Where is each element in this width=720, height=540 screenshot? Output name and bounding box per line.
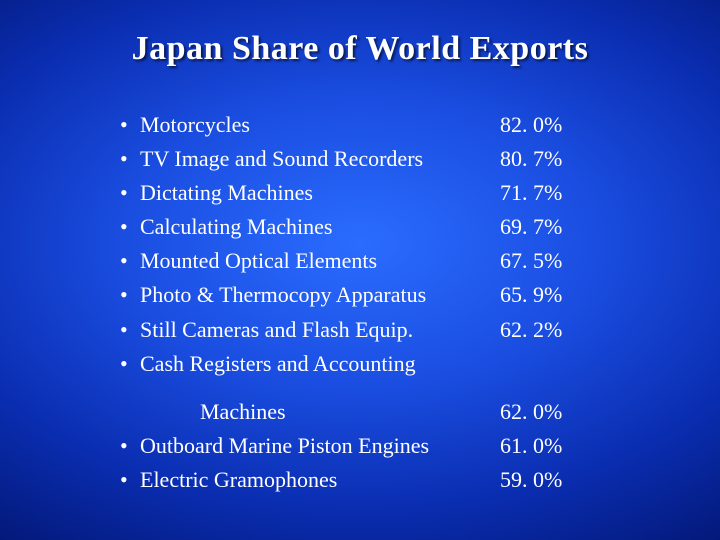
item-value: 59. 0% [500, 463, 562, 497]
item-value: 82. 0% [500, 108, 562, 142]
bullet-icon: • [120, 429, 140, 463]
list-item: • Calculating Machines 69. 7% [120, 210, 620, 244]
item-label: Machines [140, 395, 500, 429]
bullet-icon: • [120, 244, 140, 278]
list-item: • Outboard Marine Piston Engines 61. 0% [120, 429, 620, 463]
list-item: • Cash Registers and Accounting [120, 347, 620, 381]
slide-content: • Motorcycles 82. 0% • TV Image and Soun… [40, 108, 680, 497]
list-item: • Mounted Optical Elements 67. 5% [120, 244, 620, 278]
item-label: Calculating Machines [140, 210, 500, 244]
bullet-icon: • [120, 347, 140, 381]
item-label: Cash Registers and Accounting [140, 347, 500, 381]
item-label: Electric Gramophones [140, 463, 500, 497]
list-item: • Dictating Machines 71. 7% [120, 176, 620, 210]
bullet-icon: • [120, 463, 140, 497]
bullet-icon: • [120, 313, 140, 347]
item-value: 65. 9% [500, 278, 562, 312]
bullet-icon: • [120, 278, 140, 312]
item-label: TV Image and Sound Recorders [140, 142, 500, 176]
item-value: 62. 0% [500, 395, 562, 429]
item-value: 67. 5% [500, 244, 562, 278]
item-value: 80. 7% [500, 142, 562, 176]
item-label: Mounted Optical Elements [140, 244, 500, 278]
item-label: Dictating Machines [140, 176, 500, 210]
item-value: 62. 2% [500, 313, 562, 347]
bullet-icon: • [120, 142, 140, 176]
slide: Japan Share of World Exports • Motorcycl… [0, 0, 720, 540]
list-item: • Motorcycles 82. 0% [120, 108, 620, 142]
list-item: • Electric Gramophones 59. 0% [120, 463, 620, 497]
list-item: • TV Image and Sound Recorders 80. 7% [120, 142, 620, 176]
bullet-icon: • [120, 176, 140, 210]
item-value: 61. 0% [500, 429, 562, 463]
item-label: Still Cameras and Flash Equip. [140, 313, 500, 347]
list-item: • Photo & Thermocopy Apparatus 65. 9% [120, 278, 620, 312]
list-item: • Still Cameras and Flash Equip. 62. 2% [120, 313, 620, 347]
slide-title: Japan Share of World Exports [40, 30, 680, 68]
list-item-continuation: Machines 62. 0% [120, 395, 620, 429]
spacer [120, 381, 620, 395]
item-label: Outboard Marine Piston Engines [140, 429, 500, 463]
item-value: 69. 7% [500, 210, 562, 244]
bullet-icon: • [120, 210, 140, 244]
item-value: 71. 7% [500, 176, 562, 210]
item-label: Motorcycles [140, 108, 500, 142]
bullet-icon: • [120, 108, 140, 142]
item-label: Photo & Thermocopy Apparatus [140, 278, 500, 312]
